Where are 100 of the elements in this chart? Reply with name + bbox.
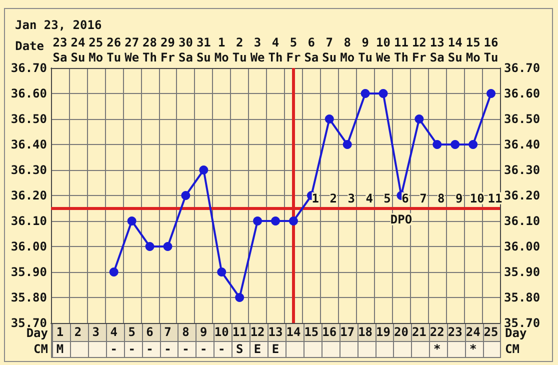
- x2-tick-label: 16: [322, 325, 337, 339]
- y2-tick-label: 36.40: [504, 138, 540, 152]
- y2-tick-label: 36.30: [504, 163, 540, 177]
- y2-tick-label: 36.00: [504, 240, 540, 254]
- y2-tick-label: 36.60: [504, 86, 540, 100]
- x2-tick-label: 9: [200, 325, 208, 339]
- annotation: 5: [384, 191, 391, 206]
- x-tick-label: 6 Sa: [304, 36, 319, 64]
- x-tick-label: 12 Fr: [412, 36, 426, 64]
- text: M: [56, 342, 64, 356]
- text: -: [218, 342, 226, 356]
- annotation: 11: [488, 191, 502, 206]
- y-tick-label: 36.20: [10, 188, 47, 202]
- point: [414, 114, 424, 124]
- annotation: 10: [470, 191, 484, 206]
- annotation: 8: [438, 191, 445, 206]
- text: E: [272, 342, 280, 356]
- x-tick-label: 28 Th: [142, 36, 158, 64]
- x-tick-label: 4 Th: [268, 36, 283, 64]
- x2-tick-label: 21: [412, 325, 426, 339]
- y2-tick-label: 35.80: [504, 290, 540, 304]
- category-label: CM: [34, 342, 48, 356]
- point: [288, 216, 298, 226]
- y-tick-label: 36.30: [10, 163, 47, 177]
- annotation: DPO: [390, 212, 412, 226]
- text: E: [254, 342, 262, 356]
- x2-tick-label: 17: [340, 325, 355, 339]
- x2-axis-title: Day: [26, 326, 48, 340]
- y-tick-label: 36.10: [10, 214, 47, 228]
- x-tick-label: 24 Su: [70, 36, 86, 64]
- x2-tick-label: 13: [268, 325, 283, 339]
- x2-tick-label: 10: [214, 325, 229, 339]
- x-tick-label: 25 Mo: [88, 36, 104, 64]
- point: [199, 166, 208, 174]
- x2-tick-label: 5: [128, 325, 136, 339]
- x2-tick-label: 18: [358, 325, 373, 339]
- x2-tick-label: 22: [430, 325, 444, 339]
- point: [271, 216, 280, 226]
- annotation: 7: [420, 191, 427, 206]
- y2-tick-label: 36.70: [504, 61, 540, 75]
- point: [450, 140, 460, 149]
- point: [378, 89, 388, 98]
- x-tick-label: 11 Th: [394, 36, 408, 64]
- annotation: 9: [455, 191, 463, 206]
- x2-tick-label: 2: [74, 325, 82, 339]
- annotation: 6: [402, 191, 409, 206]
- point: [163, 242, 172, 251]
- text: *: [469, 342, 477, 356]
- annotation: 4: [366, 191, 373, 206]
- y-tick-label: 36.40: [10, 138, 47, 152]
- point: [217, 268, 226, 276]
- x2-tick-label: 8: [182, 325, 190, 339]
- point: [468, 140, 478, 149]
- point: [432, 140, 442, 149]
- x2-tick-label: 24: [466, 325, 480, 339]
- x-tick-label: 14 Su: [448, 36, 462, 64]
- x2-tick-label: 11: [232, 325, 247, 339]
- x-tick-label: 2 Tu: [232, 36, 247, 64]
- y-tick-label: 36.70: [10, 61, 47, 75]
- x-tick-label: 30 Sa: [178, 36, 193, 64]
- point: [342, 140, 352, 149]
- x-tick-label: 29 Fr: [160, 36, 175, 64]
- text: -: [200, 342, 208, 356]
- y-tick-label: 35.80: [10, 290, 47, 304]
- x2-tick-label: 25: [484, 325, 498, 339]
- x2-tick-label: 15: [304, 325, 319, 339]
- x-axis-title: Date: [15, 39, 44, 53]
- x-tick-label: 8 Mo: [340, 36, 355, 64]
- x-tick-label: 26 Tu: [106, 36, 122, 64]
- annotation: 3: [348, 191, 355, 206]
- text: -: [110, 342, 118, 356]
- annotation: 2: [330, 191, 337, 206]
- text: *: [434, 342, 441, 356]
- text: -: [164, 342, 172, 356]
- x-tick-label: 10 We: [376, 36, 390, 64]
- annotation: 1: [312, 191, 320, 206]
- x2-tick-label: 3: [92, 325, 100, 339]
- point: [486, 89, 496, 98]
- x-tick-label: 31 Su: [196, 36, 211, 64]
- x2-tick-label: 14: [286, 325, 301, 339]
- y-tick-label: 35.90: [10, 265, 47, 279]
- x2-tick-label: 20: [394, 325, 408, 339]
- x2-tick-label: 23: [448, 325, 462, 339]
- x-tick-label: 27 We: [124, 36, 140, 64]
- x-tick-label: 5 Fr: [286, 36, 301, 64]
- text: -: [182, 342, 190, 356]
- x-tick-label: 13 Sa: [430, 36, 444, 64]
- x-tick-label: 3 We: [250, 36, 265, 64]
- y2-tick-label: 36.20: [504, 188, 540, 202]
- x-tick-label: 7 Su: [322, 36, 337, 64]
- y-tick-label: 36.50: [10, 112, 47, 126]
- x-tick-label: 23 Sa: [52, 36, 68, 64]
- x-tick-label: 1 Mo: [214, 36, 229, 64]
- point: [360, 89, 370, 98]
- x2-tick-label: 6: [146, 325, 154, 339]
- point: [253, 216, 262, 226]
- point: [109, 268, 118, 276]
- text: Day: [505, 326, 527, 340]
- x2-tick-label: 19: [376, 325, 390, 339]
- y2-tick-label: 35.90: [504, 265, 540, 279]
